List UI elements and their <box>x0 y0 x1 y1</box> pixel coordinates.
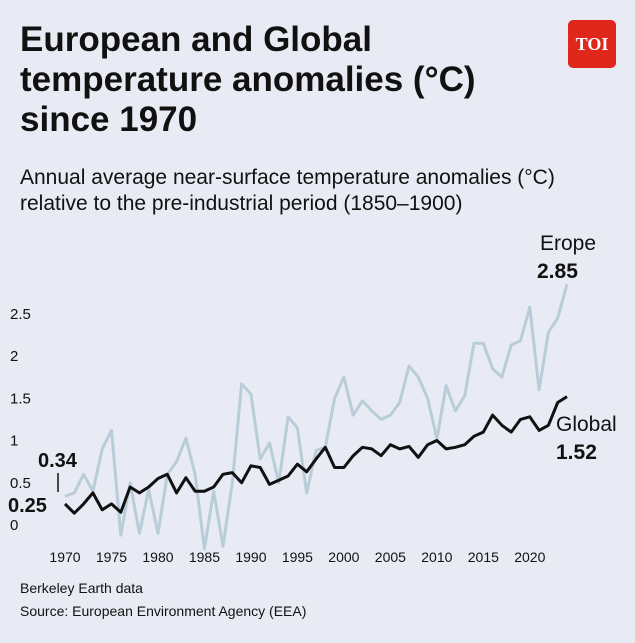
x-tick-label: 1980 <box>142 549 173 565</box>
europe-series-name: Erope <box>540 232 596 255</box>
x-tick-label: 1990 <box>235 549 266 565</box>
x-tick-label: 1985 <box>189 549 220 565</box>
global-start-label: 0.25 <box>8 495 47 517</box>
x-tick-label: 2015 <box>468 549 499 565</box>
y-tick-label: 2.5 <box>10 306 31 323</box>
source-note: Source: European Environment Agency (EEA… <box>20 603 307 619</box>
y-tick-label: 1 <box>10 433 18 450</box>
x-tick-label: 2005 <box>375 549 406 565</box>
chart-title: European and Global temperature anomalie… <box>20 20 476 139</box>
europe-series-line <box>64 283 569 551</box>
chart-subtitle: Annual average near-surface temperature … <box>20 166 555 215</box>
x-tick-label: 2020 <box>514 549 545 565</box>
y-tick-label: 0 <box>10 517 18 534</box>
y-tick-label: 2 <box>10 348 18 365</box>
global-series-name: Global <box>556 413 617 436</box>
toi-logo: TOI <box>568 20 616 68</box>
y-tick-label: 0.5 <box>10 475 31 492</box>
x-tick-label: 2000 <box>328 549 359 565</box>
europe-start-label: 0.34 <box>38 450 78 472</box>
y-tick-label: 1.5 <box>10 390 31 407</box>
x-tick-label: 1995 <box>282 549 313 565</box>
x-tick-label: 1970 <box>49 549 80 565</box>
x-tick-label: 1975 <box>96 549 127 565</box>
x-tick-label: 2010 <box>421 549 452 565</box>
europe-end-label: 2.85 <box>537 260 578 283</box>
global-end-label: 1.52 <box>556 441 597 464</box>
global-series-line <box>63 395 568 515</box>
data-credit: Berkeley Earth data <box>20 580 143 596</box>
logo-text: TOI <box>575 33 609 54</box>
